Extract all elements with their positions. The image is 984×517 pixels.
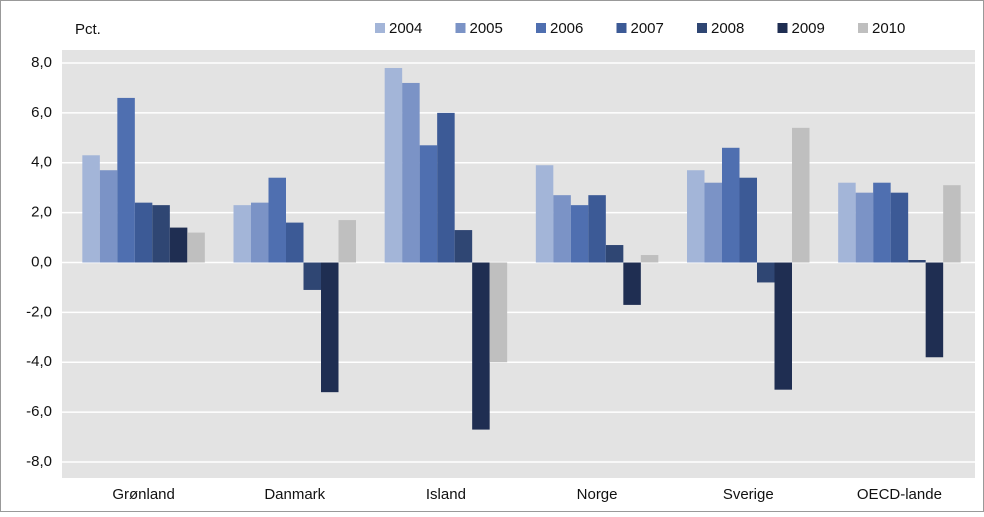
bar (722, 147, 740, 263)
bar (925, 262, 944, 358)
bar (489, 262, 508, 363)
bar (338, 220, 356, 263)
bar (321, 262, 339, 393)
bar (268, 177, 286, 263)
x-tick-label: Danmark (264, 486, 325, 503)
legend-label: 2009 (792, 20, 825, 37)
bar (792, 127, 810, 263)
bar (152, 205, 170, 263)
bar (890, 192, 909, 263)
bar (303, 262, 321, 290)
legend-label: 2006 (550, 20, 583, 37)
bar (623, 262, 641, 305)
bar (943, 185, 961, 263)
bar (605, 245, 624, 263)
x-tick-label: Sverige (723, 486, 774, 503)
y-tick-label: -6,0 (26, 403, 52, 420)
bar (233, 205, 251, 263)
y-tick-label: -8,0 (26, 453, 52, 470)
bar (908, 260, 926, 263)
bar (535, 165, 554, 263)
bar (588, 195, 606, 263)
bar (873, 182, 891, 263)
legend-swatch (455, 23, 466, 33)
y-tick-label: 8,0 (31, 54, 52, 71)
bar (570, 205, 589, 263)
legend-swatch (777, 23, 788, 33)
bar (774, 262, 792, 390)
bar (251, 202, 269, 263)
legend-swatch (697, 23, 707, 33)
x-tick-label: OECD-lande (857, 486, 942, 503)
bar (687, 170, 705, 263)
y-tick-label: 0,0 (31, 253, 52, 270)
bar (134, 202, 153, 263)
y-tick-label: 4,0 (31, 154, 52, 171)
bar (99, 170, 118, 263)
bar (286, 222, 304, 263)
x-tick-label: Norge (577, 486, 618, 503)
plot-area (62, 50, 975, 478)
y-tick-label: 6,0 (31, 104, 52, 121)
legend-swatch (536, 23, 546, 33)
bar (640, 255, 659, 263)
bar (437, 112, 455, 263)
bar (402, 82, 420, 263)
legend-label: 2008 (711, 20, 744, 37)
legend-label: 2007 (631, 20, 664, 37)
legend-label: 2004 (389, 20, 422, 37)
bar (472, 262, 490, 430)
bar (187, 232, 205, 263)
y-tick-label: 2,0 (31, 204, 52, 221)
bar (384, 67, 403, 263)
y-tick-label: -2,0 (26, 303, 52, 320)
bar (169, 227, 188, 263)
bar (838, 182, 856, 263)
legend-label: 2010 (872, 20, 905, 37)
bar (757, 262, 775, 283)
bar (553, 195, 571, 263)
bar (117, 97, 135, 263)
bar (419, 145, 438, 263)
x-tick-label: Grønland (112, 486, 175, 503)
legend-swatch (375, 23, 385, 33)
y-axis-label: Pct. (75, 21, 101, 38)
legend-swatch (616, 23, 627, 33)
y-tick-label: -4,0 (26, 353, 52, 370)
bar (82, 155, 100, 263)
bar (855, 192, 874, 263)
bar (454, 230, 473, 263)
bar (704, 182, 722, 263)
legend-label: 2005 (470, 20, 503, 37)
x-tick-label: Island (426, 486, 466, 503)
bar (739, 177, 757, 263)
legend-swatch (858, 23, 868, 33)
